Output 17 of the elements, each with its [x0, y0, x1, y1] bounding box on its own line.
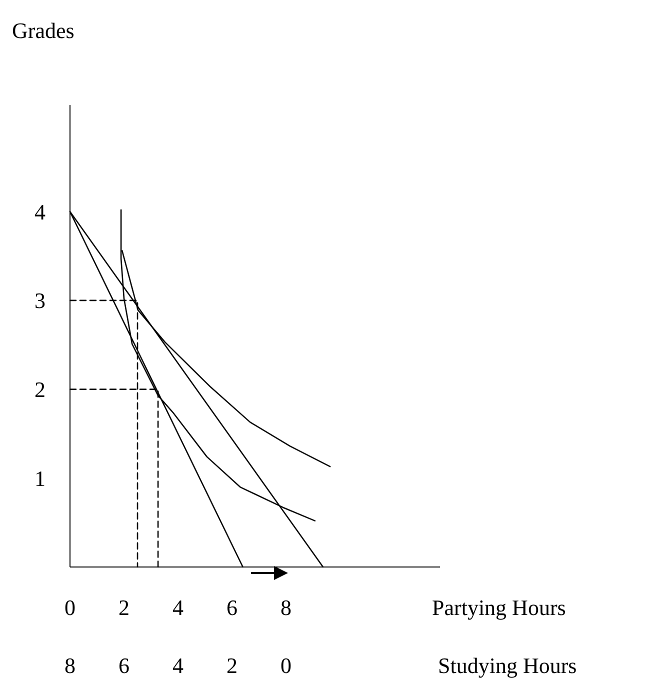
- y-tick-label: 1: [34, 466, 46, 491]
- x2-axis-title: Studying Hours: [438, 653, 577, 678]
- x2-tick-label: 0: [280, 653, 292, 678]
- x-tick-label: 0: [64, 595, 76, 620]
- x2-tick-label: 6: [118, 653, 130, 678]
- x-axis-title: Partying Hours: [432, 595, 566, 620]
- y-tick-label: 2: [34, 377, 46, 402]
- y-tick-label: 3: [34, 288, 46, 314]
- x-tick-label: 4: [172, 595, 184, 620]
- y-axis-title: Grades: [12, 18, 74, 43]
- x-tick-label: 8: [280, 595, 292, 620]
- x2-tick-label: 4: [172, 653, 184, 678]
- x2-tick-label: 2: [226, 653, 238, 678]
- y-tick-label: 4: [34, 199, 46, 224]
- x2-tick-label: 8: [64, 653, 76, 678]
- x-tick-label: 2: [118, 595, 130, 620]
- x-tick-label: 6: [226, 595, 238, 620]
